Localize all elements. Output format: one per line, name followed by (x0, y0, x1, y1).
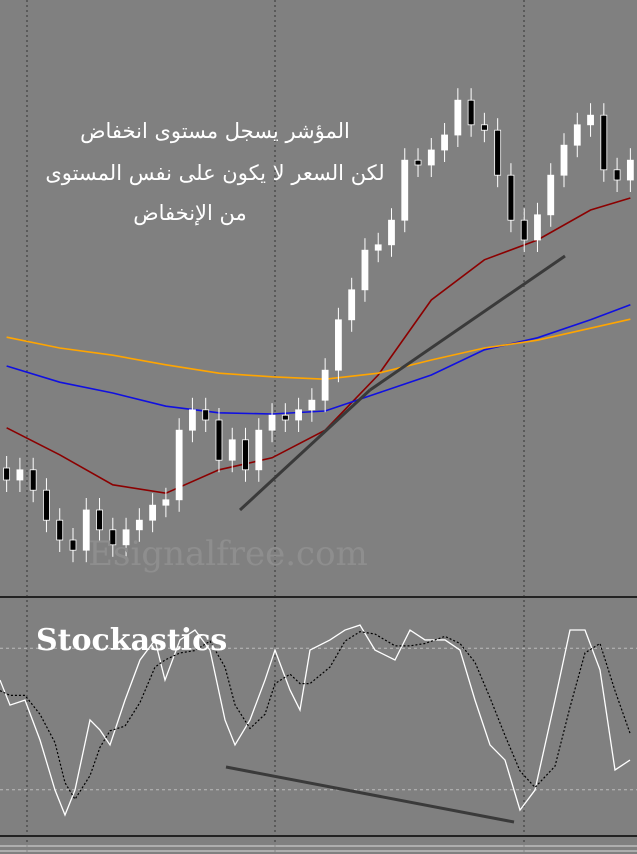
annotation: المؤشر يسجل مستوى انخفاض (80, 119, 350, 144)
candle-body (414, 159, 422, 166)
price-panel (3, 88, 634, 563)
candle-body (149, 504, 157, 521)
candle-body (388, 219, 395, 246)
watermark: Esignalfree.com (88, 534, 368, 574)
candle-body (560, 144, 568, 176)
candle-body (16, 469, 24, 481)
candle-body (109, 529, 117, 546)
candle-body (547, 174, 555, 216)
candle-body (401, 159, 409, 221)
candle-body (348, 289, 356, 321)
candle-body (480, 124, 488, 131)
annotation: من الإنخفاض (133, 201, 247, 226)
candle-body (361, 249, 369, 291)
trend-line (369, 254, 566, 392)
candle-body (281, 414, 289, 421)
candle-body (573, 124, 581, 146)
candle-body (43, 489, 50, 521)
trend-line (225, 765, 515, 824)
candle-body (520, 219, 528, 241)
candle-body (321, 369, 329, 401)
candle-body (215, 419, 223, 461)
candle-body (242, 439, 249, 471)
panel-title: Stockastics (36, 623, 227, 658)
candle-body (427, 149, 435, 166)
candle-body (335, 319, 342, 371)
candle-body (189, 409, 196, 431)
line-series (0, 631, 631, 801)
candle-body (441, 134, 448, 151)
candle-body (135, 519, 143, 531)
candle-body (600, 114, 608, 171)
candle-body (268, 414, 276, 431)
candle-body (175, 429, 183, 501)
candle-body (587, 114, 594, 126)
line-series (0, 624, 631, 817)
candle-body (3, 467, 11, 481)
candle-body (613, 169, 621, 181)
candle-body (494, 129, 502, 176)
candle-body (295, 409, 302, 421)
candle-body (534, 214, 541, 241)
candle-body (507, 174, 515, 221)
candle-body (29, 469, 37, 491)
candle-body (374, 244, 382, 251)
candle-body (162, 499, 170, 506)
candle-body (96, 509, 103, 531)
candle-body (56, 519, 64, 541)
candle-body (467, 99, 475, 126)
candle-body (228, 439, 236, 461)
candle-body (454, 99, 462, 136)
candle-body (308, 399, 316, 411)
candle-body (69, 539, 77, 551)
stochastic-panel (0, 624, 637, 817)
candle-body (255, 429, 263, 471)
candle-body (82, 509, 90, 551)
annotation: لكن السعر لا يكون على نفس المستوى (45, 161, 384, 186)
candle-body (626, 159, 634, 181)
candle-body (122, 529, 130, 546)
trend-line (238, 388, 372, 512)
candle-body (202, 409, 210, 421)
